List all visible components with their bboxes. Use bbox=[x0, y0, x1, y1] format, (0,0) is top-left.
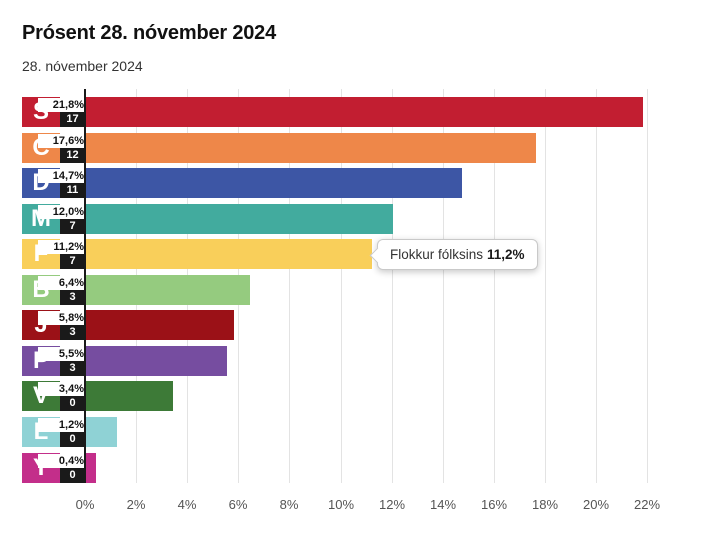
seat-count-J: 3 bbox=[60, 325, 85, 340]
seat-count-L: 0 bbox=[60, 432, 85, 447]
seat-count-D: 11 bbox=[60, 183, 85, 198]
tooltip-value: 11,2% bbox=[487, 247, 525, 262]
bar-C[interactable] bbox=[86, 133, 536, 163]
gridline-8% bbox=[289, 89, 290, 483]
x-axis-tick-label: 10% bbox=[327, 497, 355, 512]
page-title: Prósent 28. nóvember 2024 bbox=[22, 22, 277, 44]
seat-count-V: 0 bbox=[60, 396, 85, 411]
bar-P[interactable] bbox=[86, 346, 227, 376]
seat-count-P: 3 bbox=[60, 361, 85, 376]
x-axis-tick-label: 0% bbox=[75, 497, 95, 512]
gridline-22% bbox=[647, 89, 648, 483]
chart-tooltip: Flokkur fólksins 11,2% bbox=[369, 239, 538, 270]
y-axis-line bbox=[84, 89, 86, 483]
x-axis-tick-label: 22% bbox=[633, 497, 661, 512]
percent-label-F: 11,2% bbox=[38, 240, 84, 254]
seat-count-S: 17 bbox=[60, 112, 85, 127]
percent-label-L: 1,2% bbox=[38, 418, 84, 432]
x-axis-tick-label: 14% bbox=[429, 497, 457, 512]
percent-label-V: 3,4% bbox=[38, 382, 84, 396]
bar-V[interactable] bbox=[86, 381, 173, 411]
gridline-10% bbox=[341, 89, 342, 483]
bar-M[interactable] bbox=[86, 204, 393, 234]
x-axis-tick-label: 12% bbox=[378, 497, 406, 512]
percent-label-J: 5,8% bbox=[38, 311, 84, 325]
tooltip-party-name: Flokkur fólksins bbox=[390, 247, 484, 262]
seat-count-B: 3 bbox=[60, 290, 85, 305]
x-axis-tick-label: 16% bbox=[480, 497, 508, 512]
seat-count-M: 7 bbox=[60, 219, 85, 234]
tooltip-arrow bbox=[369, 247, 386, 264]
x-axis-tick-label: 20% bbox=[582, 497, 610, 512]
x-axis-tick-label: 4% bbox=[177, 497, 197, 512]
gridline-16% bbox=[494, 89, 495, 483]
seat-count-Y: 0 bbox=[60, 468, 85, 483]
gridline-20% bbox=[596, 89, 597, 483]
bar-D[interactable] bbox=[86, 168, 462, 198]
bar-F[interactable] bbox=[86, 239, 372, 269]
x-axis-tick-label: 6% bbox=[228, 497, 248, 512]
gridline-14% bbox=[443, 89, 444, 483]
chart-subtitle: 28. nóvember 2024 bbox=[22, 58, 143, 74]
bar-Y[interactable] bbox=[86, 453, 96, 483]
x-axis-tick-label: 2% bbox=[126, 497, 146, 512]
percent-label-C: 17,6% bbox=[38, 134, 84, 148]
x-axis-tick-label: 8% bbox=[279, 497, 299, 512]
percent-label-S: 21,8% bbox=[38, 98, 84, 112]
bar-J[interactable] bbox=[86, 310, 234, 340]
bar-L[interactable] bbox=[86, 417, 117, 447]
bar-S[interactable] bbox=[86, 97, 643, 127]
seat-count-C: 12 bbox=[60, 148, 85, 163]
percent-label-D: 14,7% bbox=[38, 169, 84, 183]
percent-label-Y: 0,4% bbox=[38, 454, 84, 468]
percent-label-B: 6,4% bbox=[38, 276, 84, 290]
percent-label-M: 12,0% bbox=[38, 205, 84, 219]
x-axis-tick-label: 18% bbox=[531, 497, 559, 512]
gridline-12% bbox=[392, 89, 393, 483]
seat-count-F: 7 bbox=[60, 254, 85, 269]
gridline-18% bbox=[545, 89, 546, 483]
percent-label-P: 5,5% bbox=[38, 347, 84, 361]
bar-B[interactable] bbox=[86, 275, 250, 305]
